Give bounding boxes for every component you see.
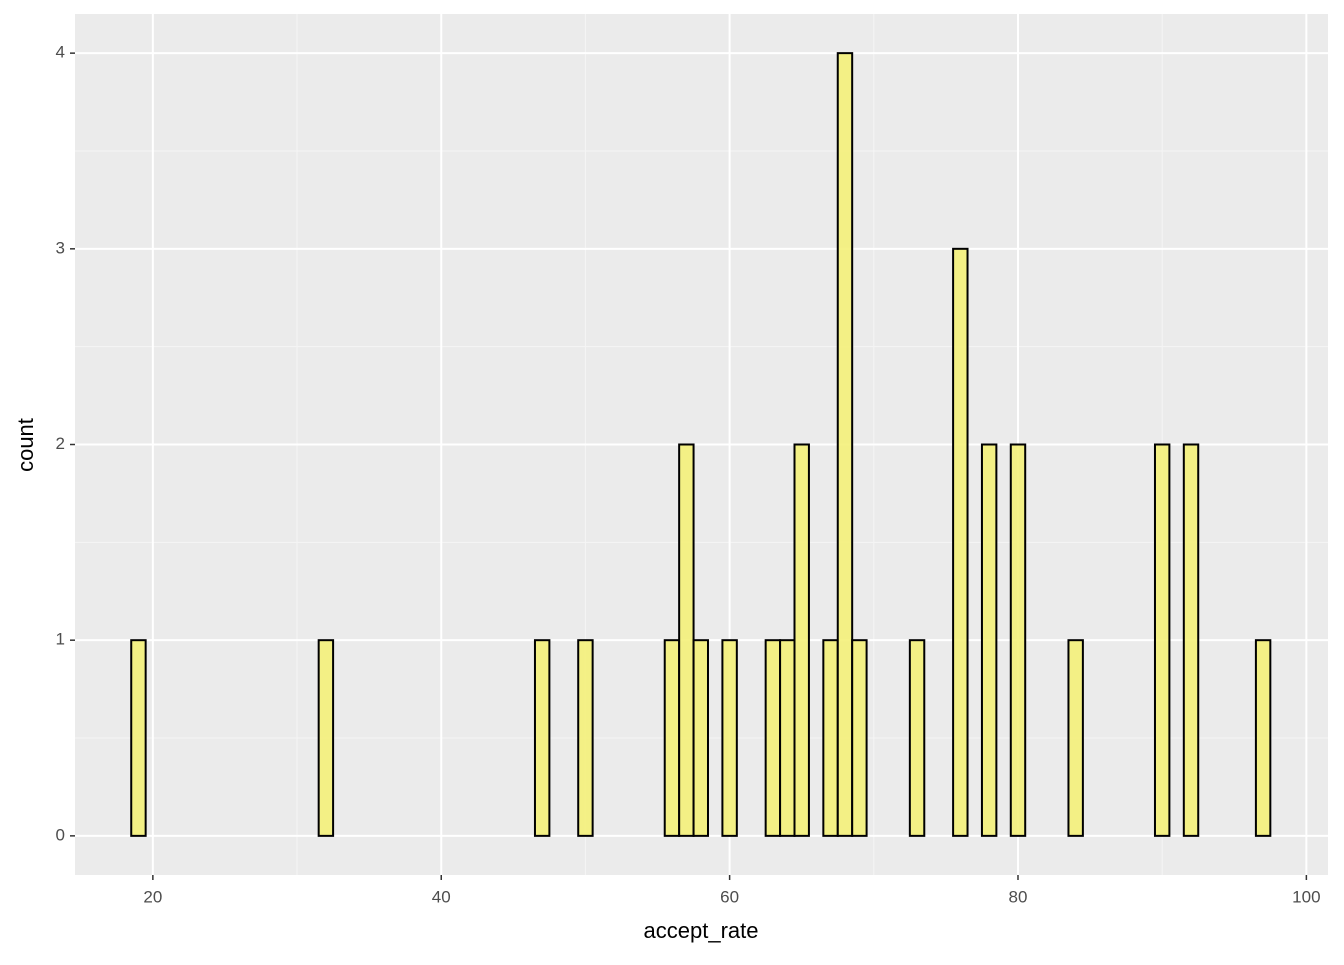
bar [822, 639, 839, 837]
y-tick-label: 0 [56, 825, 65, 844]
bar [779, 639, 796, 837]
y-tick-label: 4 [56, 43, 65, 62]
x-tick-label: 60 [720, 887, 739, 906]
x-tick-label: 40 [432, 887, 451, 906]
bar [952, 247, 969, 837]
bar [1182, 443, 1200, 837]
bar [851, 639, 868, 837]
bar [692, 639, 709, 837]
bar [908, 639, 926, 837]
bar [1153, 443, 1171, 837]
bar [577, 639, 594, 837]
bar [1009, 443, 1027, 837]
x-axis-title: accept_rate [644, 918, 759, 943]
bar [663, 639, 681, 837]
bar [317, 639, 335, 837]
bar [1254, 639, 1272, 837]
bar [533, 639, 551, 837]
x-tick-label: 100 [1292, 887, 1320, 906]
bar [1067, 639, 1084, 837]
bars [130, 52, 1272, 837]
bar [764, 639, 782, 837]
y-tick-label: 2 [56, 434, 65, 453]
y-tick-label: 1 [56, 630, 65, 649]
bar [836, 52, 854, 837]
y-axis-title: count [13, 418, 38, 472]
bar [721, 639, 738, 837]
axes: 20 40 60 80 100 0 1 2 3 4 [56, 43, 1321, 907]
x-tick-label: 80 [1009, 887, 1028, 906]
bar [980, 443, 998, 837]
bar [678, 443, 695, 837]
bar [130, 639, 147, 837]
bar [793, 443, 810, 837]
x-tick-label: 20 [143, 887, 162, 906]
y-tick-label: 3 [56, 238, 65, 257]
